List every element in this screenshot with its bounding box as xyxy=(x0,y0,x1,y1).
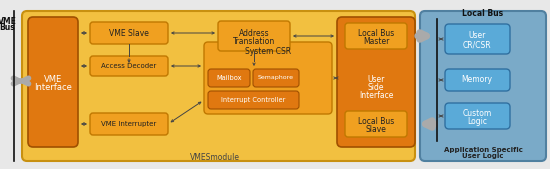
Text: Interrupt Controller: Interrupt Controller xyxy=(221,97,285,103)
Text: User: User xyxy=(367,75,384,83)
Text: Custom: Custom xyxy=(463,108,492,117)
Text: Memory: Memory xyxy=(461,76,492,84)
Text: Master: Master xyxy=(363,37,389,45)
FancyBboxPatch shape xyxy=(445,103,510,129)
FancyBboxPatch shape xyxy=(445,24,510,54)
Text: Address: Address xyxy=(239,29,270,38)
Text: VME: VME xyxy=(44,75,62,83)
Text: VMESmodule: VMESmodule xyxy=(190,153,240,163)
Text: Interface: Interface xyxy=(359,91,393,100)
Text: Local Bus: Local Bus xyxy=(463,9,504,18)
Text: Access Decoder: Access Decoder xyxy=(101,63,157,69)
Text: Local Bus: Local Bus xyxy=(358,116,394,126)
Text: Interface: Interface xyxy=(34,82,72,91)
FancyBboxPatch shape xyxy=(445,69,510,91)
FancyBboxPatch shape xyxy=(253,69,299,87)
FancyBboxPatch shape xyxy=(218,21,290,51)
FancyBboxPatch shape xyxy=(204,42,332,114)
Text: Slave: Slave xyxy=(366,125,387,134)
Text: Semaphore: Semaphore xyxy=(258,76,294,80)
FancyBboxPatch shape xyxy=(337,17,415,147)
FancyBboxPatch shape xyxy=(420,11,546,161)
Text: Translation: Translation xyxy=(233,37,275,45)
Text: User Logic: User Logic xyxy=(462,153,504,159)
Text: System CSR: System CSR xyxy=(245,46,291,55)
FancyBboxPatch shape xyxy=(345,23,407,49)
Text: VME Slave: VME Slave xyxy=(109,29,149,38)
FancyBboxPatch shape xyxy=(22,11,415,161)
FancyBboxPatch shape xyxy=(345,111,407,137)
Text: Mailbox: Mailbox xyxy=(216,75,242,81)
FancyBboxPatch shape xyxy=(90,22,168,44)
Text: VME: VME xyxy=(0,17,16,26)
Text: Logic: Logic xyxy=(467,116,487,126)
FancyBboxPatch shape xyxy=(90,113,168,135)
Text: Side: Side xyxy=(368,82,384,91)
Text: Bus: Bus xyxy=(0,23,15,32)
Text: VME Interrupter: VME Interrupter xyxy=(101,121,157,127)
FancyBboxPatch shape xyxy=(208,91,299,109)
Text: Local Bus: Local Bus xyxy=(358,29,394,38)
FancyBboxPatch shape xyxy=(90,56,168,76)
Text: CR/CSR: CR/CSR xyxy=(463,41,491,50)
Text: User: User xyxy=(468,31,486,41)
FancyBboxPatch shape xyxy=(208,69,250,87)
Text: Application Specific: Application Specific xyxy=(443,147,522,153)
FancyBboxPatch shape xyxy=(28,17,78,147)
